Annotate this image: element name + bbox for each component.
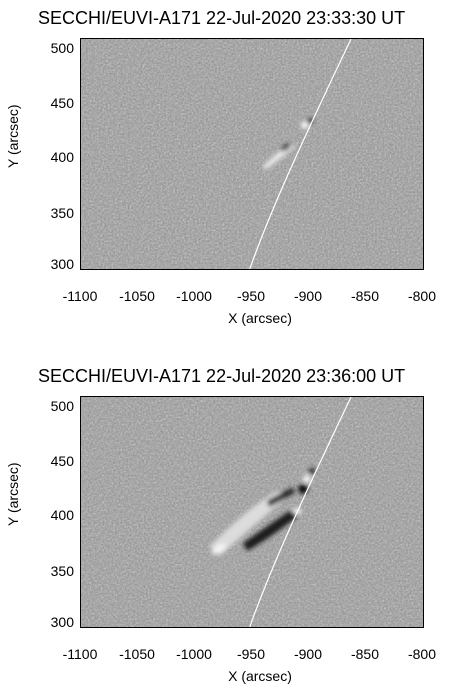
x-tick-label: -1000 [176,646,212,662]
x-tick-label: -1050 [119,288,155,304]
x-tick-label: -950 [236,288,266,304]
solar-limb-line [249,397,352,627]
y-tick-label: 400 [50,507,74,523]
y-tick-label: 500 [50,40,74,56]
x-tick-label: -1050 [119,646,155,662]
euvi-difference-image [81,397,423,627]
x-tick-label: -950 [236,646,266,662]
x-axis-label: X (arcsec) [228,310,292,326]
x-tick-label: -1000 [176,288,212,304]
x-tick-label: -850 [350,288,380,304]
eruption-feature [209,468,315,555]
y-tick-label: 500 [50,398,74,414]
y-tick-label: 450 [50,453,74,469]
x-tick-label: -850 [350,646,380,662]
y-tick-label: 450 [50,95,74,111]
y-tick-label: 300 [50,614,74,630]
x-tick-label: -1100 [62,288,98,304]
x-tick-label: -900 [293,288,323,304]
solar-limb-line [249,39,352,269]
y-tick-label: 300 [50,256,74,272]
euvi-image-frame [80,38,424,270]
y-tick-label: 350 [50,205,74,221]
panel-title: SECCHI/EUVI-A171 22-Jul-2020 23:36:00 UT [38,366,406,386]
x-tick-label: -800 [407,646,437,662]
x-tick-label: -900 [293,646,323,662]
panel-title: SECCHI/EUVI-A171 22-Jul-2020 23:33:30 UT [38,8,406,28]
euvi-image-frame [80,396,424,628]
y-axis-label: Y (arcsec) [5,462,21,526]
x-axis-label: X (arcsec) [228,668,292,684]
y-tick-label: 350 [50,563,74,579]
y-tick-label: 400 [50,149,74,165]
x-tick-label: -800 [407,288,437,304]
x-tick-label: -1100 [62,646,98,662]
euvi-difference-image [81,39,423,269]
y-axis-label: Y (arcsec) [5,104,21,168]
